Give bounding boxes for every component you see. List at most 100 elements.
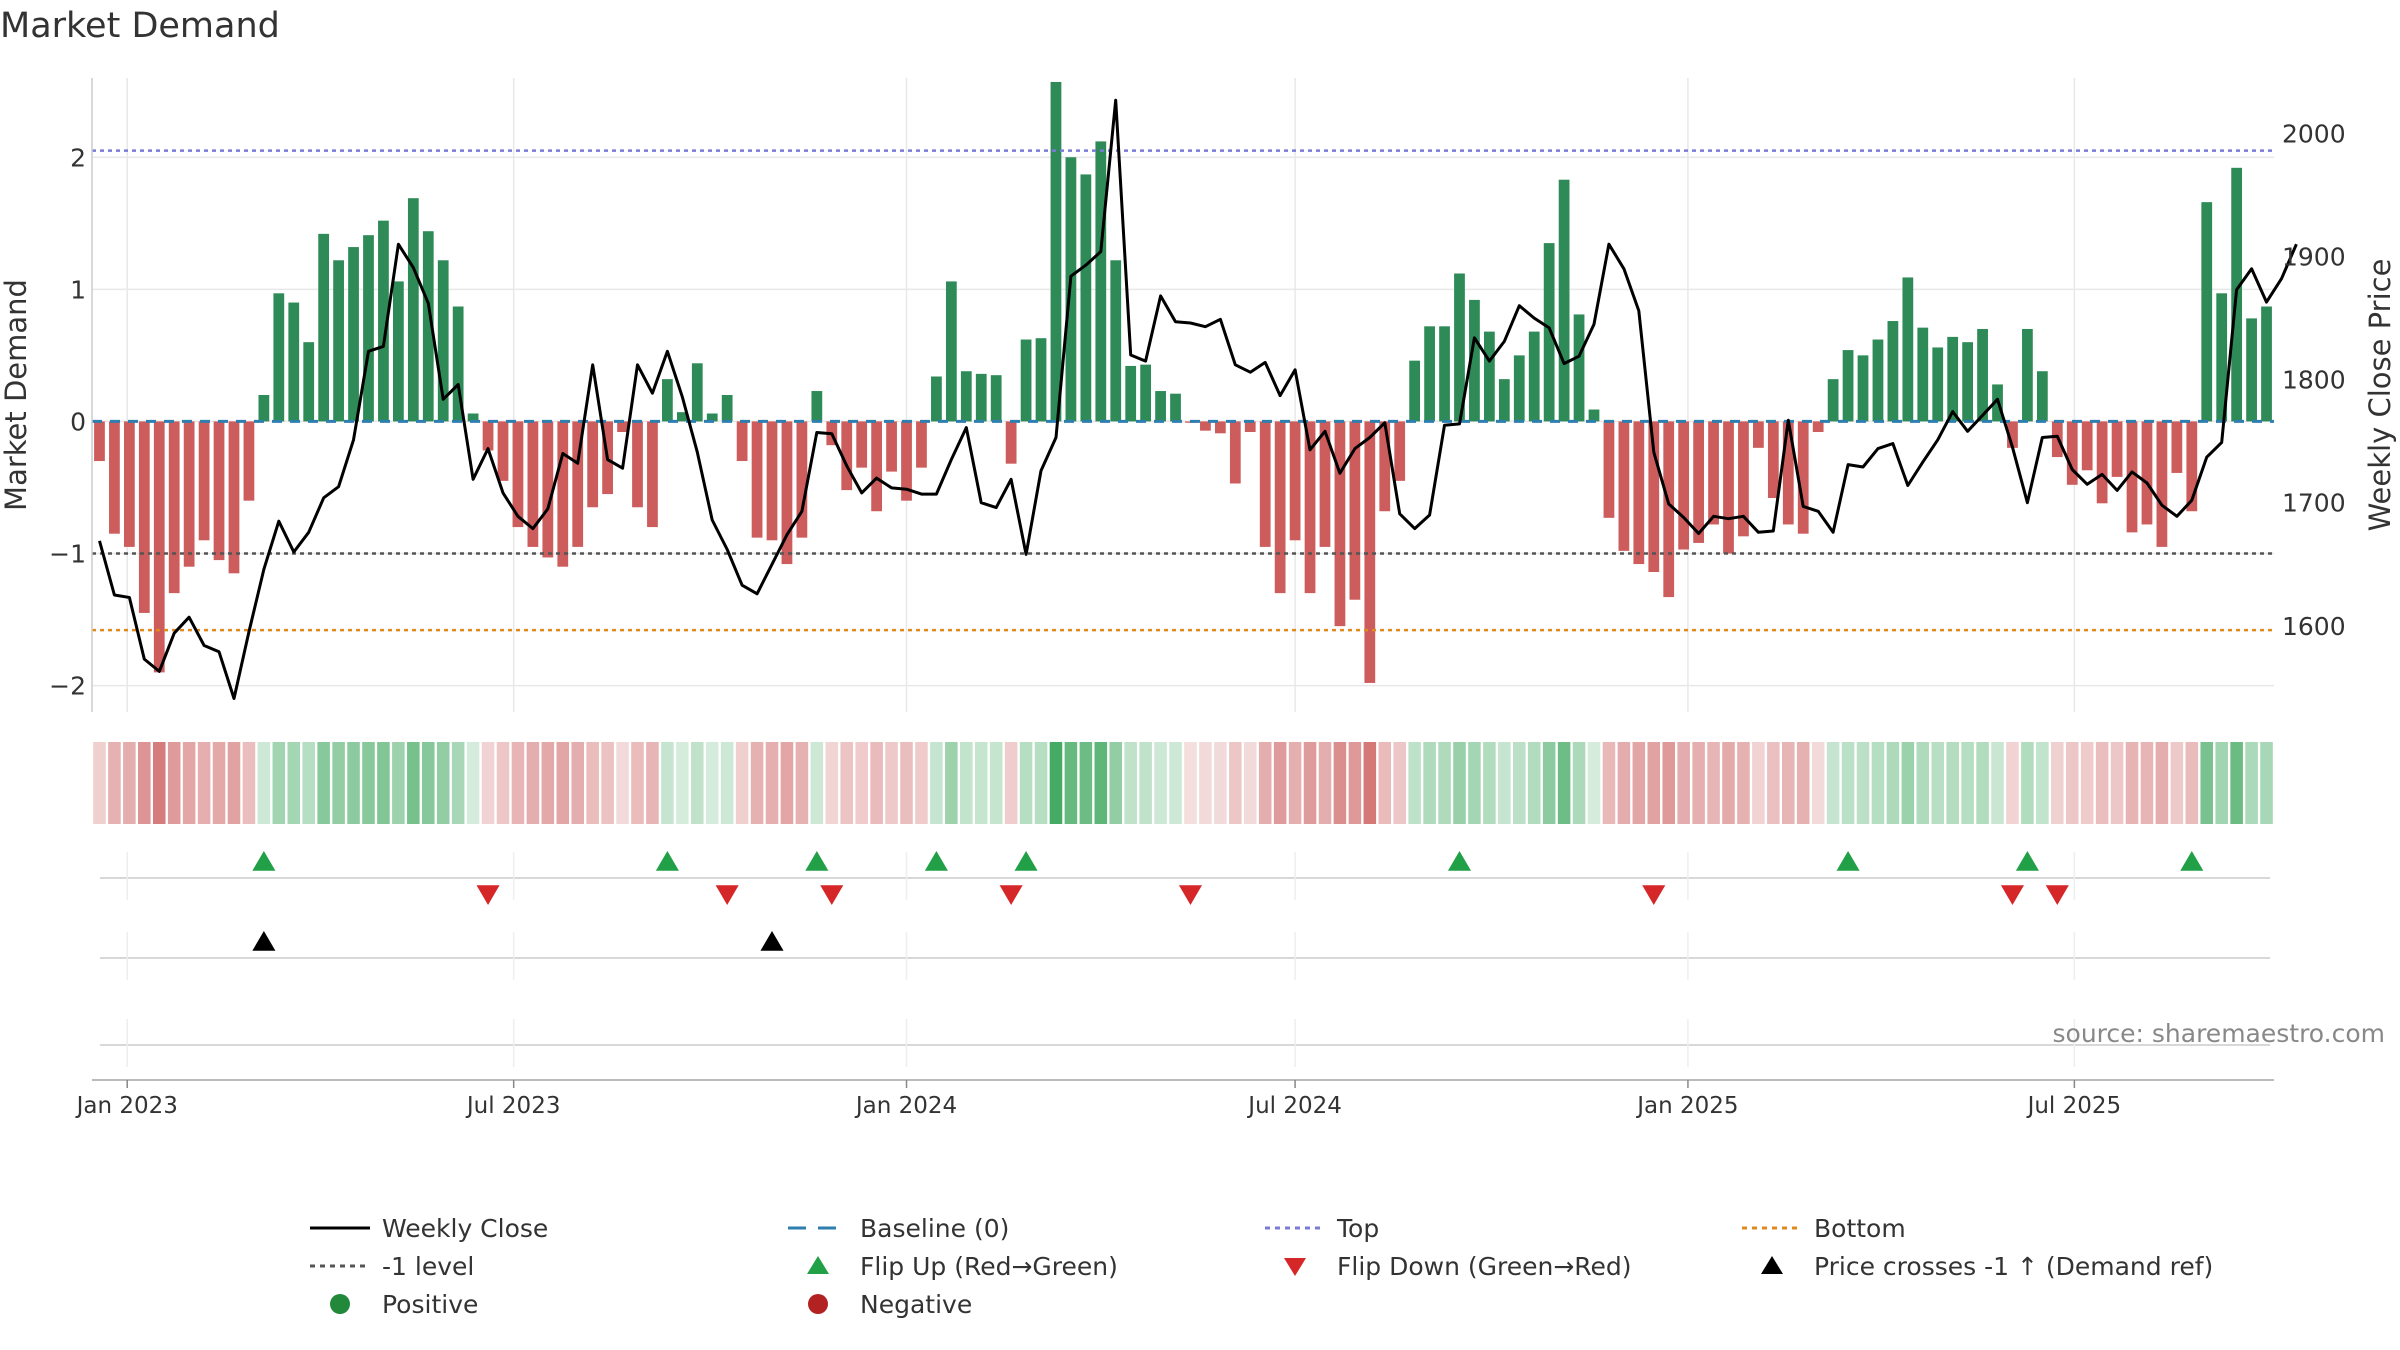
legend-item: Bottom	[1742, 1214, 1906, 1243]
demand-bar	[1170, 393, 1181, 422]
legend-swatch-circle	[330, 1294, 350, 1314]
heat-strip-cell	[272, 742, 286, 824]
y-tick-label-left: −1	[49, 540, 86, 569]
demand-bar	[2246, 318, 2257, 422]
demand-bar	[1483, 331, 1495, 422]
demand-bar	[1767, 421, 1779, 499]
heat-strip-cell	[840, 742, 854, 824]
demand-bar	[2066, 421, 2078, 485]
demand-bar	[1977, 328, 1988, 422]
demand-bar	[1663, 421, 1675, 598]
heat-strip-cell	[2080, 742, 2094, 824]
legend-label: Baseline (0)	[860, 1214, 1009, 1243]
demand-bar	[931, 376, 942, 422]
heat-strip-cell	[1154, 742, 1167, 824]
heat-strip-cell	[1782, 742, 1795, 824]
heat-strip-cell	[2006, 742, 2019, 824]
heat-strip-cell	[1961, 742, 1974, 824]
flip-down-marker	[476, 885, 500, 905]
demand-bar	[1678, 421, 1690, 550]
heat-strip-cell	[900, 742, 913, 824]
heat-strip-cell	[108, 742, 121, 824]
demand-bar	[2141, 421, 2153, 525]
heat-strip-cell	[1752, 742, 1765, 824]
flip-down-marker	[2000, 885, 2025, 905]
demand-bar	[153, 421, 165, 673]
heat-strip-cell	[227, 742, 241, 824]
heat-strip-cell	[481, 742, 495, 824]
demand-bar	[1932, 347, 1944, 422]
demand-bar	[766, 421, 778, 541]
heat-strip-cell	[930, 742, 943, 824]
heat-strip-cell	[1019, 742, 1033, 824]
demand-bar	[572, 421, 584, 547]
demand-bar	[1080, 174, 1092, 422]
demand-bar	[557, 421, 569, 567]
heat-strip-cell	[2185, 742, 2199, 824]
demand-bar	[1573, 314, 1585, 422]
demand-bar	[2171, 421, 2183, 473]
heat-strip-cell	[1333, 742, 1347, 824]
heat-strip-cell	[1214, 742, 1227, 824]
heat-strip-cell	[1004, 742, 1018, 824]
heat-strip-cell	[586, 742, 599, 824]
heat-strip-cell	[1886, 742, 1900, 824]
demand-bar	[1005, 421, 1017, 464]
heat-strip-cell	[2095, 742, 2109, 824]
heat-strip-cell	[1871, 742, 1885, 824]
heat-strip-cell	[1288, 742, 1302, 824]
heat-strip-cell	[661, 742, 674, 824]
demand-bar	[2186, 421, 2198, 512]
heat-strip-cell	[1139, 742, 1152, 824]
demand-bar	[1095, 141, 1107, 422]
legend-item: Weekly Close	[310, 1214, 548, 1243]
heat-strip-cell	[1498, 742, 1511, 824]
demand-bar	[1947, 336, 1959, 422]
heat-strip-cell	[93, 742, 106, 824]
heat-strip-cell	[1587, 742, 1601, 824]
demand-bar	[243, 421, 255, 501]
heat-strip-cell	[1393, 742, 1406, 824]
demand-bar	[1603, 421, 1615, 518]
heat-strip-cell	[1602, 742, 1616, 824]
demand-bar	[2111, 421, 2123, 477]
heat-strip-cell	[1378, 742, 1392, 824]
demand-bar	[2261, 306, 2272, 422]
demand-bar	[1424, 326, 1435, 422]
demand-bar	[1812, 421, 1824, 432]
source-note: source: sharemaestro.com	[2053, 1019, 2386, 1048]
demand-bar	[960, 371, 972, 422]
legend-swatch-circle	[808, 1294, 828, 1314]
heat-strip-cell	[1572, 742, 1586, 824]
demand-bar	[1319, 421, 1331, 547]
chart-title: Market Demand	[0, 6, 280, 46]
heat-strip-cell	[526, 742, 540, 824]
demand-bar	[1155, 391, 1166, 422]
heat-strip-cell	[676, 742, 689, 824]
legend-item: Positive	[330, 1290, 478, 1319]
legend: Weekly Close Baseline (0) Top Bottom -1 leve…	[310, 1214, 2213, 1319]
demand-bar	[1379, 421, 1391, 512]
heat-strip-cell	[1707, 742, 1720, 824]
demand-bar	[706, 413, 718, 422]
demand-bar	[736, 421, 748, 462]
y-axis-label-right: Weekly Close Price	[2363, 259, 2397, 532]
x-tick-label: Jul 2023	[465, 1093, 561, 1119]
demand-bar	[1394, 421, 1406, 481]
demand-bar	[1887, 321, 1899, 422]
demand-bar	[2007, 421, 2018, 448]
demand-bar	[781, 421, 793, 565]
heat-strip-cell	[1737, 742, 1750, 824]
demand-bar	[228, 421, 240, 574]
demand-bar	[1439, 326, 1450, 422]
demand-bar	[183, 421, 195, 567]
demand-bar	[1200, 421, 1211, 431]
flip-down-marker	[1178, 885, 1203, 905]
grid-layer	[92, 78, 2274, 712]
heat-strip-cell	[377, 742, 390, 824]
demand-bar	[1454, 273, 1465, 422]
heat-strip-cell	[1408, 742, 1421, 824]
legend-item: Price crosses -1 ↑ (Demand ref)	[1761, 1252, 2213, 1281]
demand-bar	[123, 421, 135, 547]
heat-strip-cell	[960, 742, 973, 824]
